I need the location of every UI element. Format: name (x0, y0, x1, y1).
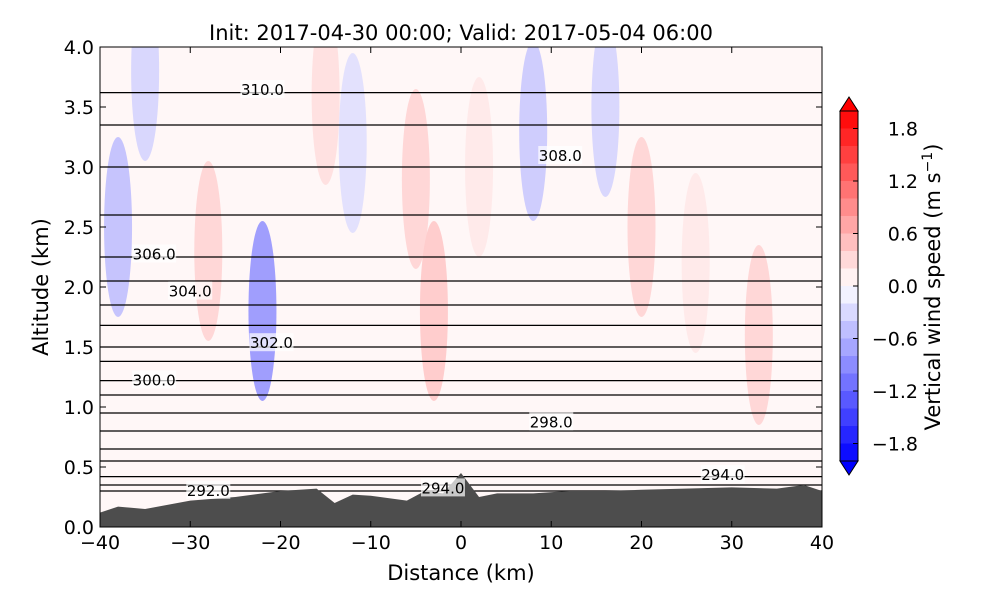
x-tick-label: 10 (539, 532, 563, 554)
colorbar-band (840, 111, 858, 129)
y-tick-label: 3.5 (64, 97, 94, 119)
colorbar-tick-label: 0.6 (888, 224, 918, 246)
contour-label: 292.0 (187, 482, 230, 500)
x-tick-label: −30 (170, 532, 210, 554)
vertical-wind-patch (401, 89, 430, 269)
colorbar-extend-top (839, 96, 859, 112)
vertical-wind-patch (627, 137, 656, 317)
vertical-wind-patch (681, 173, 710, 353)
contour-label-bg (529, 412, 574, 431)
colorbar-band (840, 338, 858, 356)
vertical-wind-patch (311, 47, 340, 185)
colorbar-band (840, 443, 858, 461)
vertical-wind-patch (744, 245, 773, 425)
colorbar-band (840, 216, 858, 234)
vertical-wind-patch (519, 47, 548, 221)
y-axis-label: Altitude (km) (29, 218, 53, 356)
contour-label-bg (132, 370, 177, 389)
x-tick-label: 20 (629, 532, 653, 554)
colorbar-band (840, 233, 858, 251)
colorbar-label: Vertical wind speed (m s−1) (920, 144, 945, 431)
x-tick-label: 0 (455, 532, 467, 554)
colorbar-tick-label: −1.2 (872, 381, 918, 403)
contour-label: 294.0 (421, 479, 464, 497)
x-axis-label: Distance (km) (387, 561, 535, 585)
colorbar-band (840, 251, 858, 269)
colorbar-label-main: Vertical wind speed (m s (921, 172, 945, 430)
contour-label-bg (700, 465, 745, 484)
contour-label: 298.0 (530, 413, 573, 431)
colorbar-band (840, 408, 858, 426)
colorbar-tick-label: −0.6 (872, 329, 918, 351)
colorbar-extend-bottom (839, 460, 859, 476)
colorbar-band (840, 181, 858, 199)
colorbar-label-sup: −1 (920, 152, 936, 173)
colorbar-band (840, 373, 858, 391)
y-tick-label: 1.0 (64, 397, 94, 419)
vertical-wind-patch (104, 137, 133, 317)
contour-label-bg (240, 80, 285, 98)
colorbar-band (840, 163, 858, 181)
x-tick-label: −40 (80, 532, 120, 554)
contour-label: 310.0 (241, 81, 284, 99)
x-tick-label: 30 (720, 532, 744, 554)
contour-label: 306.0 (133, 245, 176, 263)
contour-label-bg (420, 478, 465, 497)
y-tick-label: 0.5 (64, 457, 94, 479)
y-tick-label: 2.5 (64, 217, 94, 239)
contour-label-bg (132, 244, 177, 263)
contour-label-bg (538, 146, 583, 164)
vertical-wind-patch (338, 53, 367, 233)
y-tick-label: 2.0 (64, 277, 94, 299)
x-tick-label: 40 (810, 532, 834, 554)
colorbar-tick-label: 0.0 (888, 276, 918, 298)
vertical-wind-patch (591, 47, 620, 197)
contour-label: 300.0 (133, 371, 176, 389)
y-tick-label: 3.0 (64, 157, 94, 179)
colorbar-tick-label: 1.8 (888, 119, 918, 141)
colorbar-band (840, 356, 858, 374)
colorbar-band (840, 268, 858, 286)
contour-label-bg (186, 480, 231, 499)
y-tick-label: 4.0 (64, 37, 94, 59)
plot-area: 310.0 308.0 306.0 304.0 302.0 300.0 298.0 294.0… (100, 47, 822, 527)
x-tick-label: −10 (351, 532, 391, 554)
colorbar-band (840, 391, 858, 409)
colorbar-tick-label: −1.8 (872, 434, 918, 456)
contour-label-bg (168, 281, 213, 300)
colorbar-band (840, 303, 858, 321)
chart-title: Init: 2017-04-30 00:00; Valid: 2017-05-0… (209, 21, 713, 45)
x-tick-label: −20 (260, 532, 300, 554)
colorbar-band (840, 321, 858, 339)
contour-label: 308.0 (539, 147, 582, 165)
colorbar-band (840, 146, 858, 164)
colorbar-tick-label: 1.2 (888, 171, 918, 193)
terrain (100, 473, 822, 527)
y-tick-label: 1.5 (64, 337, 94, 359)
vertical-wind-patch (248, 221, 277, 401)
contour-label: 304.0 (169, 283, 212, 301)
colorbar-label-end: ) (921, 144, 945, 152)
colorbar-band (840, 286, 858, 304)
vertical-wind-patch (419, 221, 448, 401)
vertical-wind-patch (131, 47, 160, 161)
contour-label: 302.0 (250, 334, 293, 352)
colorbar-band (840, 426, 858, 444)
y-tick-label: 0.0 (64, 517, 94, 539)
colorbar-band (840, 128, 858, 146)
contour-label-bg (249, 333, 294, 352)
colorbar-band (840, 198, 858, 216)
vertical-wind-patch (194, 161, 223, 341)
contour-label: 294.0 (701, 466, 744, 484)
